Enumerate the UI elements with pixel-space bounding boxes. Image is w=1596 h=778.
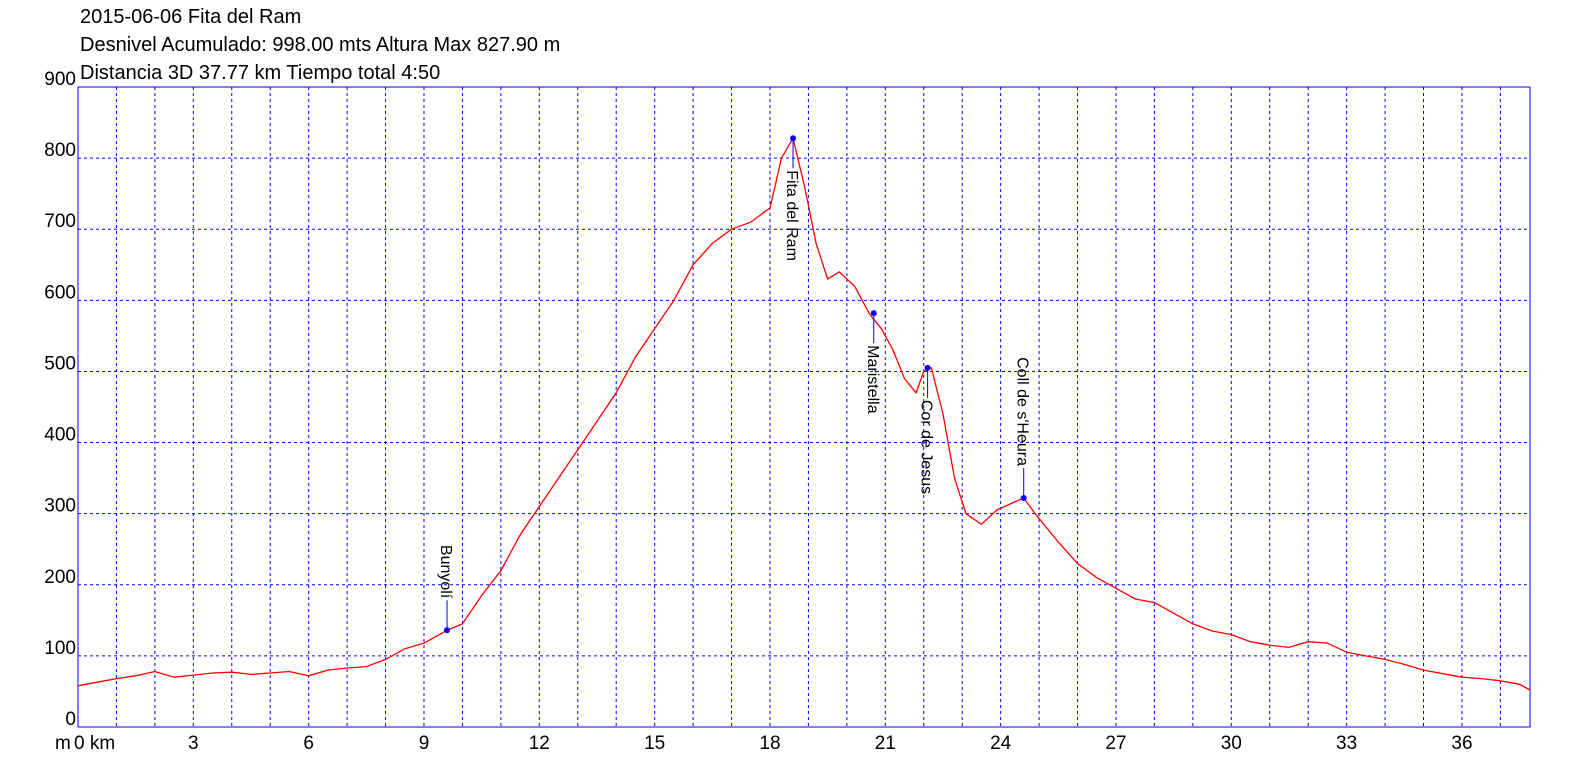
x-tick-label: 24 (990, 733, 1012, 754)
x-tick-label: 18 (759, 733, 780, 754)
waypoint: Fita del Ram (783, 135, 800, 261)
y-tick-label: 500 (44, 353, 76, 374)
x-tick-label: 9 (419, 733, 430, 754)
waypoint-label: Bunyolí (437, 545, 454, 599)
y-tick-label: 800 (44, 140, 76, 161)
y-tick-label: 900 (44, 69, 76, 90)
waypoint: Coll de s'Heura (1014, 357, 1031, 502)
waypoint-label: Cor de Jesus (918, 400, 935, 494)
x-tick-label: 6 (303, 733, 314, 754)
y-tick-label: 200 (44, 567, 76, 588)
plot-frame (77, 86, 1531, 728)
x-tick-label: 27 (1105, 733, 1126, 754)
x-tick-label: 33 (1336, 733, 1357, 754)
x-tick-label: 36 (1451, 733, 1472, 754)
chart-subtitle-elevation: Desnivel Acumulado: 998.00 mts Altura Ma… (80, 34, 561, 56)
y-tick-label: 700 (44, 211, 76, 232)
x-tick-label: 0 km (74, 733, 115, 754)
grid (78, 87, 1530, 727)
chart-subtitle-distance: Distancia 3D 37.77 km Tiempo total 4:50 (80, 62, 441, 84)
y-tick-label: 100 (44, 638, 76, 659)
waypoint: Bunyolí (437, 545, 454, 634)
x-tick-label: 12 (529, 733, 550, 754)
x-axis-unit-label: m (55, 733, 71, 754)
chart-title: 2015-06-06 Fita del Ram (80, 6, 302, 28)
y-tick-label: 0 (65, 709, 76, 730)
waypoint-label: Coll de s'Heura (1014, 357, 1031, 466)
waypoints: Bunyolí Fita del Ram Maristella Cor de Jesu… (437, 135, 1031, 634)
y-tick-label: 300 (44, 496, 76, 517)
waypoint: Maristella (864, 310, 881, 414)
elevation-profile-line (77, 136, 1531, 691)
y-tick-label: 400 (44, 425, 76, 446)
x-tick-label: 3 (188, 733, 199, 754)
waypoint-label: Fita del Ram (783, 170, 800, 261)
x-tick-label: 21 (875, 733, 896, 754)
x-tick-label: 15 (644, 733, 665, 754)
waypoint: Cor de Jesus (918, 364, 935, 494)
waypoint-label: Maristella (864, 345, 881, 414)
y-tick-label: 600 (44, 282, 76, 303)
x-tick-label: 30 (1221, 733, 1242, 754)
